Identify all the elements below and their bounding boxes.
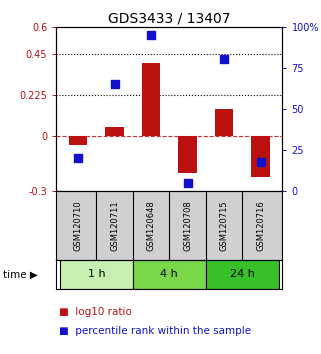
Point <box>258 159 263 164</box>
Point <box>149 32 154 38</box>
Title: GDS3433 / 13407: GDS3433 / 13407 <box>108 11 230 25</box>
Text: GSM120710: GSM120710 <box>74 200 82 251</box>
Bar <box>60 260 133 289</box>
Text: ■  log10 ratio: ■ log10 ratio <box>59 307 132 316</box>
Text: GSM120708: GSM120708 <box>183 200 192 251</box>
Point <box>75 155 81 161</box>
Text: GSM120648: GSM120648 <box>147 200 156 251</box>
Bar <box>251 136 270 177</box>
Point <box>185 180 190 186</box>
Bar <box>106 127 124 136</box>
Bar <box>178 136 197 173</box>
Bar <box>133 260 206 289</box>
Point <box>112 81 117 87</box>
Bar <box>215 109 233 136</box>
Bar <box>206 260 279 289</box>
Text: 1 h: 1 h <box>88 269 105 279</box>
Text: 24 h: 24 h <box>230 269 255 279</box>
Text: time ▶: time ▶ <box>3 269 38 279</box>
Text: GSM120715: GSM120715 <box>220 200 229 251</box>
Text: ■  percentile rank within the sample: ■ percentile rank within the sample <box>59 326 252 336</box>
Bar <box>69 136 87 145</box>
Text: GSM120716: GSM120716 <box>256 200 265 251</box>
Bar <box>142 63 160 136</box>
Point <box>221 57 227 62</box>
Text: 4 h: 4 h <box>160 269 178 279</box>
Text: GSM120711: GSM120711 <box>110 200 119 251</box>
